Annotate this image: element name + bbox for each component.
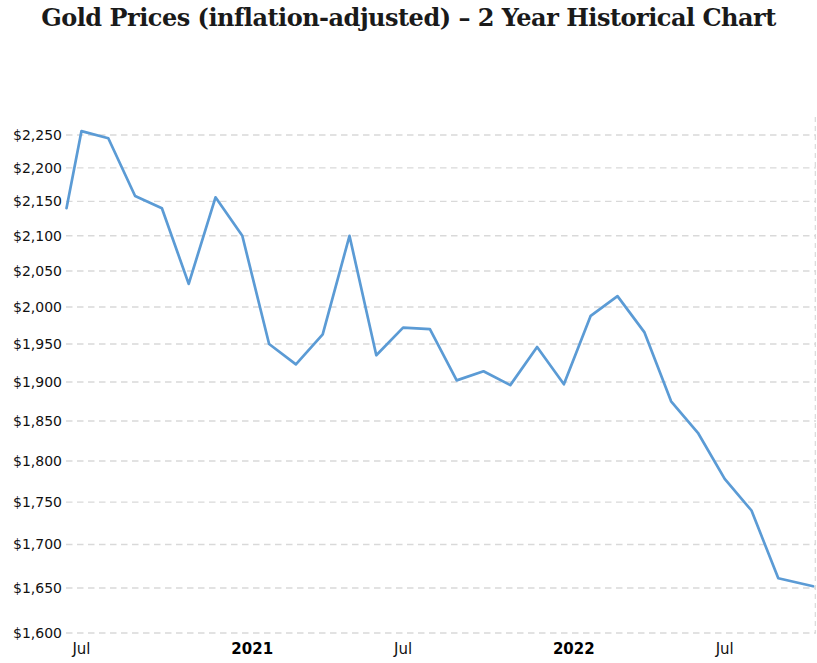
gold-price-line	[67, 131, 814, 586]
gold-price-line-chart: $2,250 $2,200 $2,150 $2,100 $2,050 $2,000 $1,9…	[0, 0, 817, 663]
y-axis-tick-label: $2,050	[13, 263, 62, 279]
x-axis-tick-label: Jul	[715, 640, 734, 658]
y-axis-tick-label: $2,150	[13, 193, 62, 209]
x-axis-tick-label: 2021	[231, 640, 273, 658]
y-axis-tick-label: $1,750	[13, 494, 62, 510]
y-axis-tick-label: $2,250	[13, 127, 62, 143]
gold-price-chart-page: Gold Prices (inflation-adjusted) – 2 Yea…	[0, 0, 817, 663]
x-axis-tick-label: 2022	[553, 640, 595, 658]
y-axis-tick-label: $1,950	[13, 336, 62, 352]
y-axis-tick-label: $1,700	[13, 536, 62, 552]
y-axis-tick-label: $2,000	[13, 299, 62, 315]
y-axis-tick-label: $1,900	[13, 374, 62, 390]
x-axis-tick-label: Jul	[393, 640, 412, 658]
x-axis-tick-label: Jul	[71, 640, 90, 658]
y-axis-tick-label: $1,800	[13, 453, 62, 469]
y-axis-tick-label: $1,850	[13, 413, 62, 429]
y-axis-tick-label: $1,650	[13, 580, 62, 596]
y-axis-tick-label: $1,600	[13, 625, 62, 641]
y-axis-tick-label: $2,100	[13, 228, 62, 244]
y-axis-tick-label: $2,200	[13, 160, 62, 176]
